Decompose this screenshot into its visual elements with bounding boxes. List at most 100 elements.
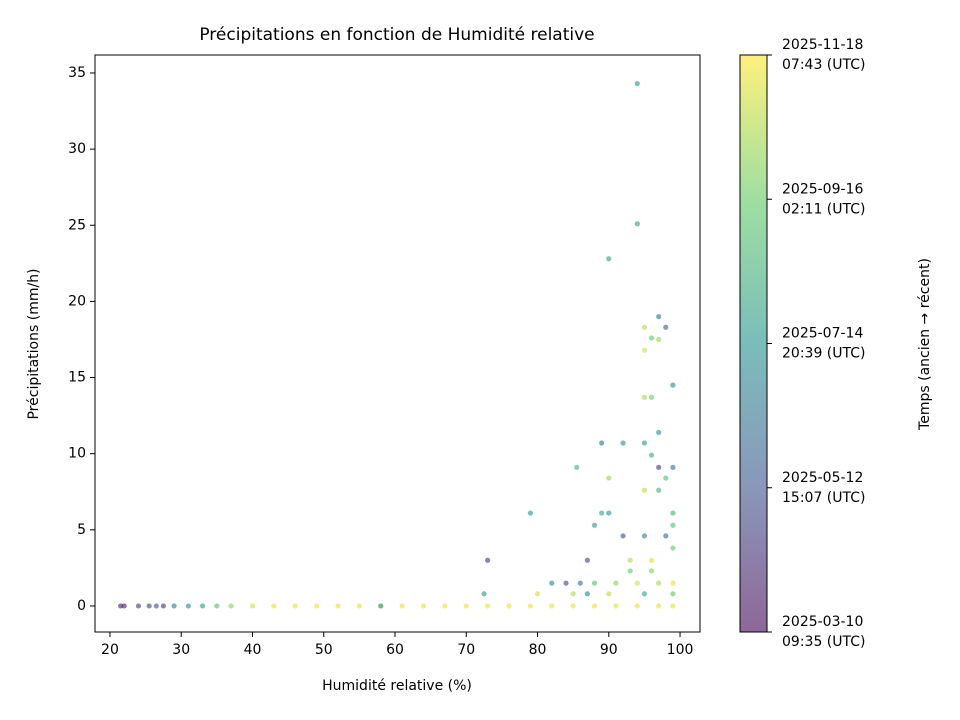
- colorbar: [740, 55, 767, 632]
- point: [656, 314, 662, 320]
- point: [574, 464, 580, 470]
- point: [670, 591, 676, 597]
- point: [670, 510, 676, 516]
- colorbar-tick-label: 2025-09-16 02:11 (UTC): [782, 181, 865, 217]
- y-tick-label: 20: [68, 293, 86, 309]
- x-tick-label: 20: [101, 642, 119, 658]
- point: [153, 603, 159, 609]
- x-tick-label: 50: [315, 642, 333, 658]
- point: [613, 603, 619, 609]
- point: [200, 603, 206, 609]
- point: [613, 580, 619, 586]
- point: [121, 603, 127, 609]
- point: [641, 440, 648, 446]
- point: [591, 522, 598, 528]
- y-tick-label: 15: [68, 370, 86, 386]
- point: [634, 221, 640, 227]
- point: [648, 394, 655, 400]
- point: [271, 603, 277, 609]
- point: [656, 464, 662, 470]
- point: [670, 382, 676, 388]
- point: [577, 580, 583, 586]
- point: [185, 603, 191, 609]
- point: [420, 603, 427, 609]
- point: [463, 603, 469, 609]
- x-tick-label: 60: [386, 642, 404, 658]
- point: [485, 557, 491, 563]
- point: [641, 324, 648, 330]
- y-tick-label: 10: [68, 446, 86, 462]
- point: [549, 580, 555, 586]
- y-tick-label: 30: [68, 141, 86, 157]
- x-tick-label: 80: [529, 642, 547, 658]
- point: [663, 475, 669, 481]
- point: [670, 464, 676, 470]
- point: [442, 603, 448, 609]
- point: [599, 510, 605, 516]
- x-tick-label: 90: [600, 642, 618, 658]
- chart-title: Précipitations en fonction de Humidité r…: [199, 25, 594, 45]
- x-axis-label: Humidité relative (%): [322, 678, 472, 694]
- point: [670, 522, 676, 528]
- point: [378, 603, 384, 609]
- point: [160, 603, 167, 609]
- point: [584, 591, 591, 597]
- point: [641, 533, 648, 539]
- point: [570, 603, 576, 609]
- point: [663, 324, 669, 330]
- point: [663, 533, 669, 539]
- point: [292, 603, 298, 609]
- point: [118, 603, 124, 609]
- point: [527, 510, 534, 516]
- point: [656, 487, 662, 493]
- colorbar-tick-label: 2025-05-12 15:07 (UTC): [782, 470, 865, 506]
- point: [641, 487, 648, 493]
- point: [591, 580, 598, 586]
- point: [620, 533, 626, 539]
- point: [656, 336, 662, 343]
- point: [599, 440, 605, 446]
- point: [591, 603, 598, 609]
- point: [534, 591, 541, 597]
- plot-frame: [94, 54, 701, 633]
- point: [620, 440, 626, 446]
- point: [485, 603, 491, 609]
- point: [399, 603, 405, 609]
- point: [135, 603, 142, 609]
- y-tick-label: 25: [68, 217, 86, 233]
- colorbar-tick-label: 2025-07-14 20:39 (UTC): [782, 326, 865, 362]
- x-tick-label: 40: [244, 642, 262, 658]
- point: [634, 603, 640, 609]
- point: [314, 603, 320, 609]
- point: [656, 580, 662, 586]
- point: [656, 429, 662, 435]
- point: [641, 347, 648, 353]
- point: [606, 510, 612, 516]
- point: [627, 557, 633, 563]
- point: [214, 603, 220, 609]
- y-tick-label: 5: [77, 522, 86, 538]
- point: [356, 603, 362, 609]
- point: [584, 557, 591, 563]
- point: [563, 580, 569, 586]
- point: [171, 603, 177, 609]
- point: [606, 591, 612, 597]
- point: [648, 568, 655, 574]
- y-axis-label: Précipitations (mm/h): [26, 268, 42, 419]
- x-tick-label: 70: [457, 642, 475, 658]
- point: [648, 452, 655, 458]
- point: [648, 557, 655, 563]
- point: [670, 580, 676, 586]
- y-tick-label: 0: [77, 598, 86, 614]
- point: [146, 603, 152, 609]
- colorbar-tick-label: 2025-11-18 07:43 (UTC): [782, 37, 865, 73]
- x-tick-label: 100: [667, 642, 694, 658]
- point: [506, 603, 512, 609]
- colorbar-label: Temps (ancien → récent): [917, 258, 933, 431]
- point: [634, 580, 640, 586]
- point: [481, 591, 487, 597]
- point: [549, 603, 555, 609]
- point: [606, 256, 612, 262]
- y-tick-label: 35: [68, 65, 86, 81]
